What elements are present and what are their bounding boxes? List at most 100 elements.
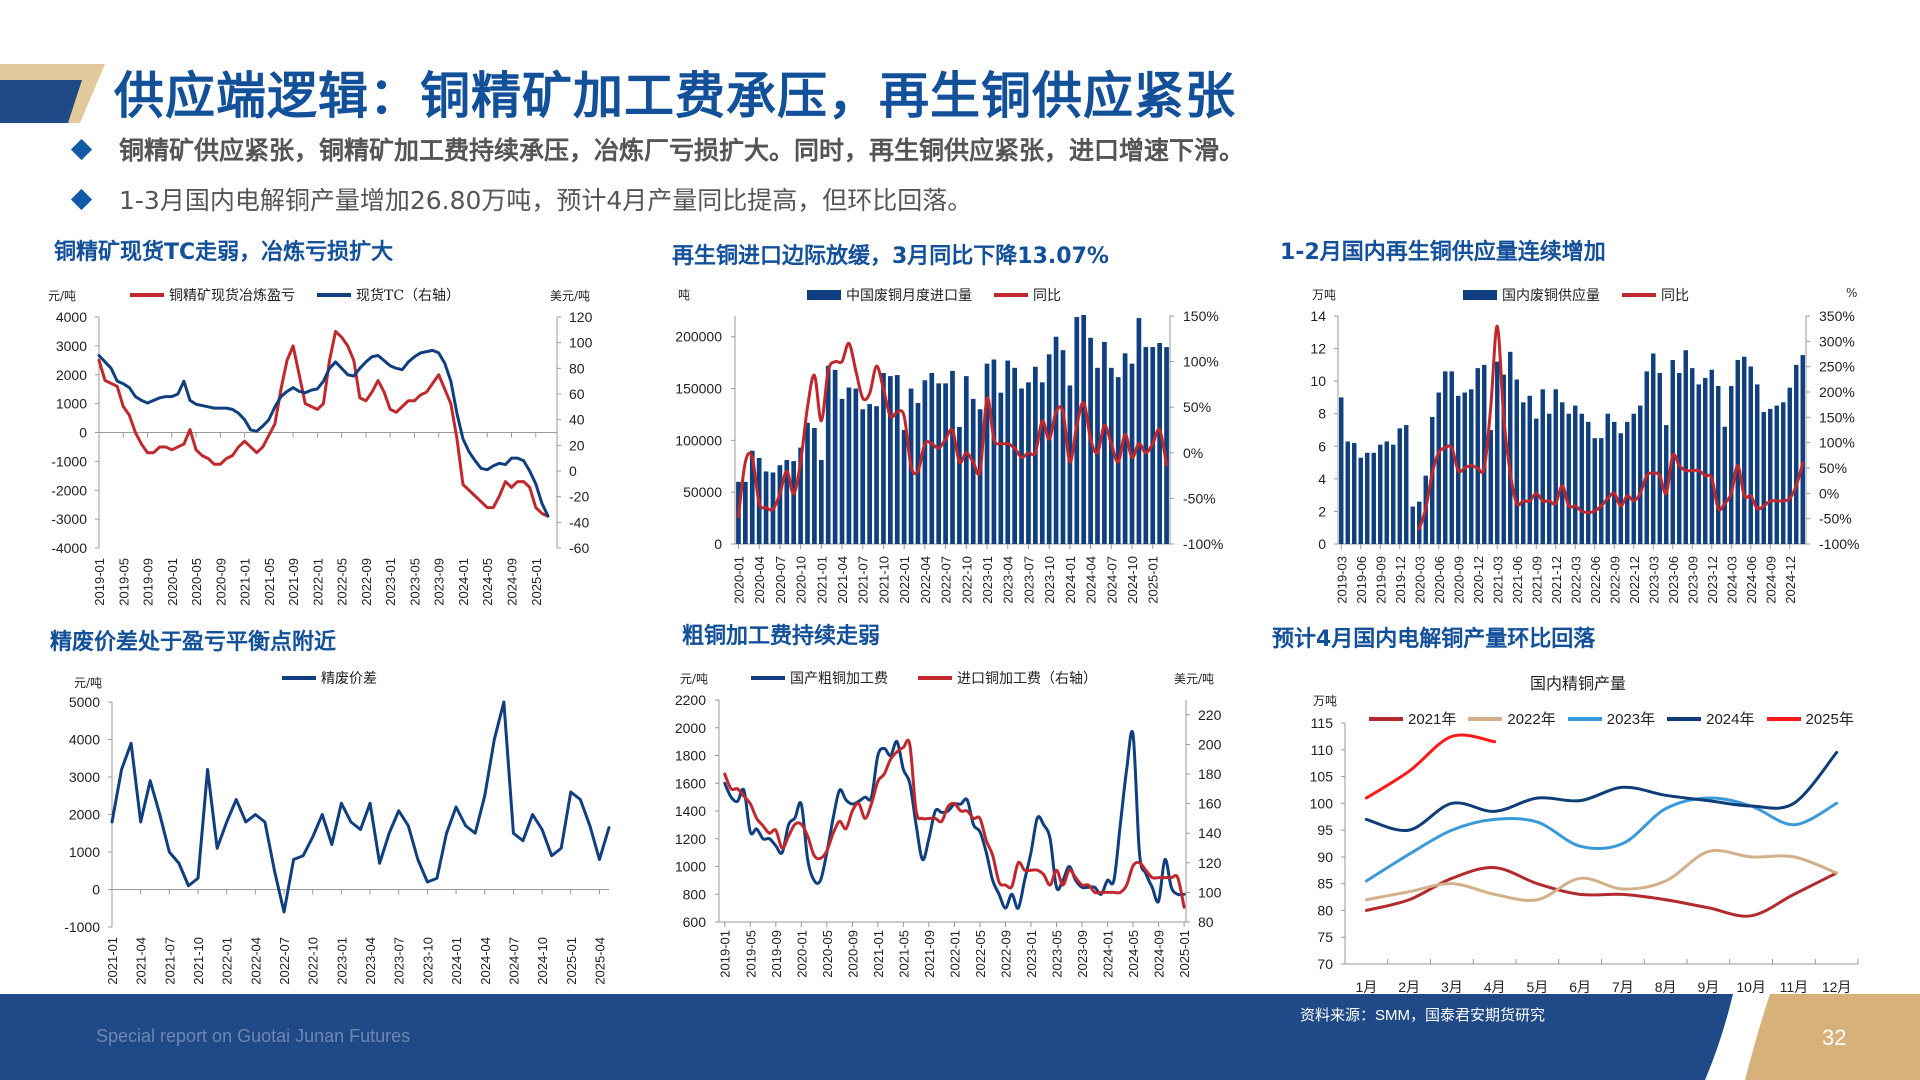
bar <box>1722 426 1727 544</box>
series-line-2 <box>723 738 1186 909</box>
bar <box>1136 318 1142 544</box>
bar <box>1358 457 1363 544</box>
legend-swatch <box>1766 716 1801 721</box>
legend-item: 同比 <box>994 285 1061 305</box>
x-tick-label: 2021-05 <box>896 930 911 978</box>
y-right-tick-label: 350% <box>1819 308 1855 324</box>
footer-accent-tan <box>1745 994 1920 1080</box>
chart-legend: 铜精矿现货冶炼盈亏 现货TC（右轴） <box>130 285 482 305</box>
bar <box>1404 425 1409 544</box>
y-right-tick-label: -100% <box>1819 536 1859 552</box>
bar <box>860 409 866 544</box>
bar <box>1060 350 1066 544</box>
y-tick-label: 95 <box>1317 822 1333 838</box>
bar <box>1164 347 1169 544</box>
bar <box>818 460 824 544</box>
legend-item: 现货TC（右轴） <box>317 285 460 305</box>
x-tick-label: 2024-09 <box>505 558 520 606</box>
bar <box>846 387 852 544</box>
y-tick-label: 100000 <box>675 432 722 448</box>
y-right-tick-label: 120 <box>569 309 593 325</box>
x-tick-label: 2021-01 <box>105 937 120 985</box>
legend-swatch <box>317 293 351 297</box>
x-tick-label: 2023-07 <box>392 937 407 985</box>
y-tick-label: 3000 <box>69 769 100 785</box>
x-tick-label: 2022-01 <box>947 930 962 978</box>
x-tick-label: 2020-12 <box>1471 556 1486 604</box>
bar <box>1157 342 1162 544</box>
bar <box>1755 384 1760 544</box>
y-tick-label: 800 <box>683 886 707 902</box>
y-right-tick-label: 120 <box>1198 855 1222 871</box>
y-tick-label: 50000 <box>683 484 722 500</box>
y-right-tick-label: 20 <box>569 437 585 453</box>
bar <box>1102 341 1107 544</box>
x-tick-label: 9月 <box>1697 979 1719 995</box>
y-tick-label: 1600 <box>675 775 706 791</box>
bar <box>1566 413 1571 544</box>
x-tick-label: 2020-10 <box>794 556 809 604</box>
legend-label: 同比 <box>1661 288 1689 304</box>
y-right-tick-label: 40 <box>569 412 585 428</box>
y-right-tick-label: 180 <box>1198 766 1222 782</box>
chart-title: 铜精矿现货TC走弱，冶炼亏损扩大 <box>54 240 394 265</box>
bar <box>943 383 948 544</box>
legend-item: 2024年 <box>1667 708 1755 729</box>
series-line-2 <box>1417 324 1805 531</box>
legend-item: 国内废铜供应量 <box>1463 285 1600 305</box>
bar <box>1696 384 1701 544</box>
legend-item: 进口铜加工费（右轴） <box>918 668 1097 688</box>
bar <box>1378 444 1383 544</box>
x-tick-label: 2023-05 <box>407 558 422 606</box>
bar <box>1143 347 1149 544</box>
bar <box>1365 452 1370 544</box>
bar <box>970 398 976 544</box>
bar <box>1067 385 1073 544</box>
x-tick-label: 2023-04 <box>1001 556 1016 604</box>
x-tick-label: 2021-09 <box>286 558 301 606</box>
y-right-tick-label: 50% <box>1183 399 1211 415</box>
legend-item: 国产粗铜加工费 <box>751 668 888 688</box>
bar <box>1397 428 1402 544</box>
y-right-tick-label: 200 <box>1198 736 1222 752</box>
y-tick-label: 0 <box>79 425 87 441</box>
x-tick-label: 2022-12 <box>1627 556 1642 604</box>
bar <box>1579 413 1584 544</box>
y-tick-label: 0 <box>1318 536 1326 552</box>
x-tick-label: 2024-10 <box>535 937 550 985</box>
bar <box>777 465 783 544</box>
chart-title: 1-2月国内再生铜供应量连续增加 <box>1280 240 1606 265</box>
x-tick-label: 3月 <box>1441 979 1463 995</box>
series-line-2 <box>1364 849 1839 902</box>
series-line-1 <box>1364 866 1839 918</box>
x-tick-label: 2019-01 <box>718 930 733 978</box>
bar <box>1774 405 1779 544</box>
bar <box>1540 389 1545 544</box>
bar <box>791 461 797 544</box>
legend-label: 铜精矿现货冶炼盈亏 <box>169 288 295 304</box>
bar <box>1735 359 1740 544</box>
x-tick-label: 2020-06 <box>1432 556 1447 604</box>
bar <box>784 460 790 544</box>
bar <box>1729 386 1734 544</box>
x-tick-label: 4月 <box>1484 979 1506 995</box>
bar <box>1449 371 1454 544</box>
bar <box>894 375 900 544</box>
x-tick-label: 2025-01 <box>1177 930 1192 978</box>
y-tick-label: 105 <box>1310 769 1334 785</box>
bar <box>1683 350 1688 544</box>
page-number: 32 <box>1822 1025 1847 1050</box>
y-tick-label: 0 <box>92 882 100 898</box>
series-line-4 <box>1364 750 1839 832</box>
bar <box>1586 421 1591 544</box>
x-tick-label: 6月 <box>1569 979 1591 995</box>
y-tick-label: 2000 <box>69 807 100 823</box>
legend-item: 中国废铜月度进口量 <box>807 285 972 305</box>
x-tick-label: 2019-09 <box>141 558 156 606</box>
bar <box>1417 501 1422 544</box>
bar <box>1631 413 1636 544</box>
x-tick-label: 2022-10 <box>306 937 321 985</box>
x-tick-label: 2022-09 <box>1607 556 1622 604</box>
y-right-tick-label: 0% <box>1183 445 1203 461</box>
x-tick-label: 2024-07 <box>506 937 521 985</box>
